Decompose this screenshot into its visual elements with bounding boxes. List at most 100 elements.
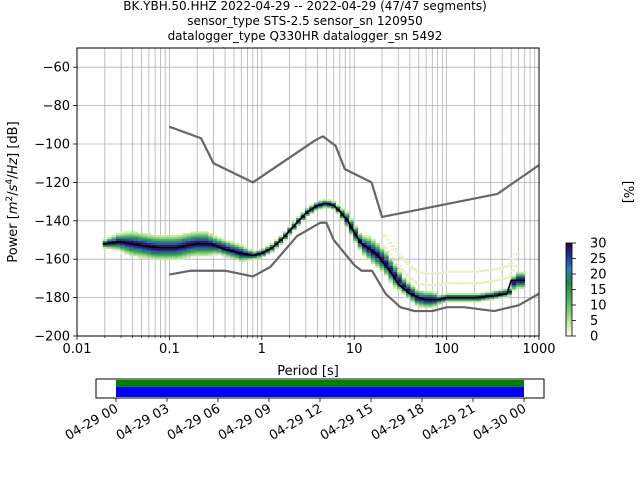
density-cell xyxy=(427,302,433,305)
density-cell xyxy=(168,250,174,253)
density-cell xyxy=(181,248,187,251)
density-cell xyxy=(344,216,350,219)
density-cell xyxy=(203,237,209,240)
density-cell xyxy=(239,258,244,261)
density-cell xyxy=(120,239,126,242)
density-cell xyxy=(217,237,222,240)
density-cell xyxy=(357,235,363,238)
density-cell xyxy=(208,240,214,243)
density-cell xyxy=(239,254,244,257)
density-cell xyxy=(217,248,222,251)
density-cell xyxy=(406,281,411,284)
density-cell xyxy=(129,233,134,236)
density-cell xyxy=(124,246,130,249)
density-cell xyxy=(291,229,297,232)
density-cell xyxy=(390,245,395,248)
colorbar-tick-label: 0 xyxy=(590,330,598,345)
density-cell xyxy=(142,235,148,238)
density-cell xyxy=(463,292,468,295)
density-cell xyxy=(401,258,407,261)
density-cell xyxy=(129,248,134,251)
density-cell xyxy=(164,258,170,261)
density-cell xyxy=(239,260,244,263)
density-cell xyxy=(471,298,477,301)
density-cell xyxy=(243,246,249,249)
density-cell xyxy=(265,244,271,247)
density-cell xyxy=(396,265,402,268)
density-cell xyxy=(212,250,218,253)
density-cell xyxy=(384,254,389,257)
density-cell xyxy=(489,290,495,293)
density-cell xyxy=(326,200,332,203)
density-cell xyxy=(335,210,341,213)
density-cell xyxy=(177,256,183,259)
density-cell xyxy=(463,298,468,301)
density-cell xyxy=(414,288,420,291)
density-cell xyxy=(344,214,350,217)
density-cell xyxy=(304,208,310,211)
density-cell xyxy=(520,273,526,276)
density-cell xyxy=(199,248,205,251)
density-cell xyxy=(146,246,152,249)
density-cell xyxy=(124,235,130,238)
density-cell xyxy=(353,240,359,243)
density-cell xyxy=(129,237,134,240)
density-cell xyxy=(102,246,108,249)
density-cell xyxy=(173,248,178,251)
density-cell xyxy=(502,290,508,293)
density-cell xyxy=(485,292,490,295)
density-cell xyxy=(168,235,174,238)
density-cell xyxy=(388,277,394,280)
density-cell xyxy=(208,254,214,257)
density-cell xyxy=(120,242,126,245)
density-cell xyxy=(375,258,381,261)
series-line-mode xyxy=(102,202,525,301)
density-cell xyxy=(133,233,139,236)
density-cell xyxy=(164,240,170,243)
density-cell xyxy=(159,240,165,243)
density-cell xyxy=(239,246,244,249)
density-cell xyxy=(137,235,143,238)
density-cell xyxy=(282,233,288,236)
density-cell xyxy=(203,231,209,234)
density-cell xyxy=(387,241,393,244)
density-cell xyxy=(203,244,209,247)
density-cell xyxy=(164,239,170,242)
density-cell xyxy=(151,244,156,247)
density-cell xyxy=(366,248,372,251)
density-cell xyxy=(212,237,218,240)
density-cell xyxy=(304,212,310,215)
density-cell xyxy=(515,277,521,280)
density-cell xyxy=(423,302,429,305)
density-cell xyxy=(432,292,438,295)
density-cell xyxy=(508,262,514,265)
density-cell xyxy=(467,298,473,301)
density-cell xyxy=(296,223,301,226)
density-cell xyxy=(432,302,438,305)
density-cell xyxy=(379,256,385,259)
density-cell xyxy=(476,294,482,297)
density-cell xyxy=(340,208,345,211)
density-cell xyxy=(414,292,420,295)
density-cell xyxy=(379,258,385,261)
density-cell xyxy=(467,292,473,295)
density-cell xyxy=(124,233,130,236)
density-cell xyxy=(493,296,499,299)
density-cell xyxy=(230,248,236,251)
density-cell xyxy=(399,256,404,259)
density-cell xyxy=(190,252,196,255)
density-cell xyxy=(177,258,183,261)
density-cell xyxy=(471,294,477,297)
density-cell xyxy=(155,237,161,240)
density-cell xyxy=(480,298,486,301)
density-cell xyxy=(230,252,236,255)
density-cell xyxy=(186,235,192,238)
density-cell xyxy=(423,306,429,309)
density-cell xyxy=(506,265,511,268)
density-cell xyxy=(366,254,372,257)
x-tick-label: 1 xyxy=(258,342,266,357)
density-cell xyxy=(502,288,508,291)
density-cell xyxy=(313,208,319,211)
density-cell xyxy=(221,240,227,243)
